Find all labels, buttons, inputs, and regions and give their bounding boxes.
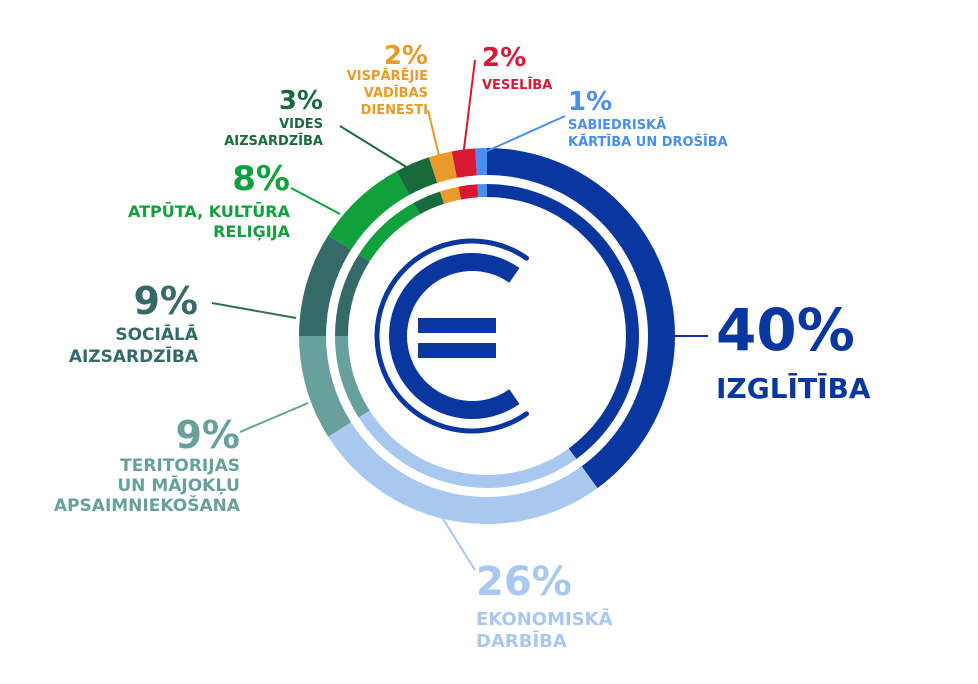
slice-label-4-1: RELIĢIJA (213, 222, 290, 241)
slice-value-2: 9% (175, 413, 240, 457)
slice-label-8-0: SABIEDRISKĀ (568, 118, 666, 133)
slice-label-1-0: EKONOMISKĀ (476, 609, 613, 630)
inner-slice-3 (335, 254, 370, 336)
inner-slice-5 (413, 191, 445, 215)
slice-label-2-2: APSAIMNIEKOŠANA (54, 494, 241, 516)
leader-line-7 (462, 59, 476, 158)
leader-line-5 (339, 125, 409, 169)
slice-value-7: 2% (482, 43, 526, 73)
inner-slice-4 (358, 202, 421, 262)
leader-line-1 (434, 505, 476, 571)
leader-lines (211, 59, 708, 571)
outer-slice-0 (487, 148, 675, 489)
donut-rings (299, 148, 675, 524)
outer-slice-8 (475, 148, 487, 176)
slice-value-6: 2% (384, 41, 428, 71)
slice-label-5-0: VIDES (279, 117, 323, 132)
inner-slice-8 (477, 184, 487, 198)
leader-line-6 (427, 109, 441, 161)
slice-label-0-0: IZGLĪTĪBA (716, 372, 871, 405)
slice-label-4-0: ATPŪTA, KULTŪRA (128, 201, 291, 221)
slice-value-1: 26% (476, 559, 572, 605)
inner-slice-0 (487, 184, 640, 459)
slice-label-6-0: VISPĀRĒJIE (347, 69, 428, 84)
euro-outer-arc (374, 238, 529, 434)
slice-value-8: 1% (568, 87, 612, 117)
euro-bar-top (418, 318, 496, 333)
leader-line-2 (239, 402, 309, 433)
outer-slice-6 (428, 151, 457, 183)
outer-slice-1 (328, 422, 598, 524)
slice-label-3-0: SOCIĀLĀ (115, 323, 198, 345)
inner-slice-1 (358, 410, 577, 488)
euro-bar-bottom (418, 343, 496, 358)
leader-line-3 (211, 302, 297, 319)
slice-label-2-1: UN MĀJOKĻU (117, 474, 240, 496)
slice-value-4: 8% (232, 159, 290, 199)
slice-value-3: 9% (133, 279, 198, 323)
inner-slice-6 (440, 186, 461, 204)
slice-label-2-0: TERITORIJAS (120, 456, 240, 476)
slice-label-3-1: AIZSARDZĪBA (69, 345, 199, 367)
slice-label-7-0: VESELĪBA (482, 78, 552, 93)
slice-value-5: 3% (279, 86, 323, 116)
inner-slice-7 (458, 184, 479, 200)
slice-value-0: 40% (716, 296, 855, 364)
euro-inner-arc (389, 253, 520, 419)
slice-label-8-1: KĀRTĪBA UN DROŠĪBA (568, 134, 728, 150)
slice-label-6-2: DIENESTI (361, 103, 428, 118)
slice-labels: 40%IZGLĪTĪBA26%EKONOMISKĀDARBĪBA9%TERITO… (54, 41, 871, 652)
slice-label-1-1: DARBĪBA (476, 631, 567, 652)
euro-icon (374, 238, 529, 434)
slice-label-5-1: AIZSARDZĪBA (224, 134, 323, 149)
slice-label-6-1: VADĪBAS (364, 86, 428, 101)
inner-slice-2 (335, 336, 370, 418)
outer-slice-3 (299, 235, 352, 336)
leader-line-8 (484, 115, 566, 153)
outer-slice-2 (299, 336, 352, 437)
leader-line-4 (290, 187, 341, 215)
outer-slice-4 (328, 171, 410, 250)
outer-slice-7 (451, 148, 477, 178)
